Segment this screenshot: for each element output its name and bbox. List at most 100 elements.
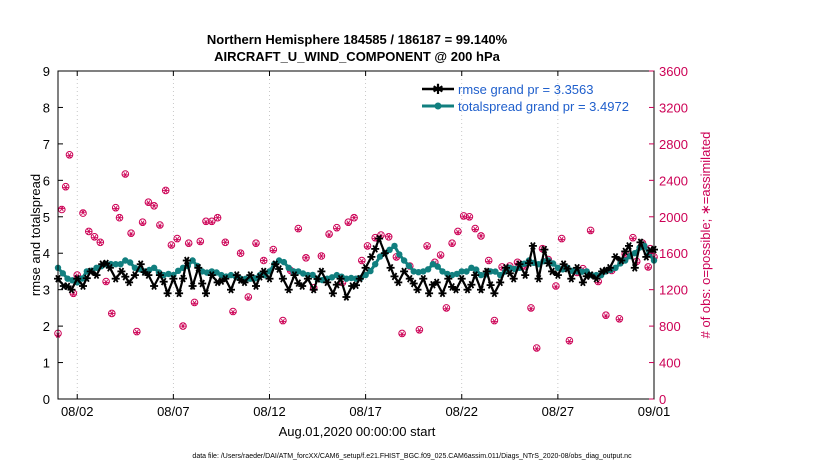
y-left-tick-label: 7 <box>43 137 50 152</box>
obs-possible-point <box>244 293 253 301</box>
x-tick-label: 08/22 <box>445 404 478 419</box>
obs-possible-point <box>302 253 310 262</box>
rmse-point <box>221 274 230 283</box>
rmse-point-stroke <box>507 269 513 278</box>
totalspread-point <box>117 261 124 268</box>
rmse-point <box>390 272 399 281</box>
totalspread-point <box>376 253 384 260</box>
obs-assimilated-point <box>230 309 236 316</box>
rmse-point-stroke <box>247 271 254 280</box>
obs-possible-point <box>138 218 147 226</box>
rmse-point <box>79 282 87 290</box>
obs-possible-point <box>565 336 574 345</box>
y-right-tick-label: 0 <box>659 392 666 407</box>
obs-assimilated-stroke <box>327 232 331 238</box>
rmse-point-stroke <box>458 274 465 283</box>
totalspread-point <box>131 264 139 271</box>
rmse-point-stroke <box>68 285 75 294</box>
rmse-point <box>227 285 235 294</box>
rmse-point-stroke <box>414 285 421 294</box>
rmse-point-stroke <box>526 259 532 268</box>
obs-assimilated-stroke <box>534 346 539 352</box>
rmse-point-stroke <box>299 282 305 290</box>
rmse-point <box>332 280 341 289</box>
obs-possible-point <box>115 213 124 222</box>
obs-assimilated-point <box>58 205 65 212</box>
y-left-tick-label: 3 <box>43 283 50 298</box>
totalspread-point <box>444 270 451 278</box>
obs-assimilated-stroke <box>365 243 370 250</box>
obs-possible-point <box>127 229 135 237</box>
rmse-point-stroke <box>74 274 80 283</box>
y-left-tick-label: 4 <box>43 246 50 261</box>
rmse-point-stroke <box>266 274 273 283</box>
rmse-point <box>179 274 187 283</box>
rmse-point <box>371 244 380 253</box>
obs-assimilated-point <box>80 209 86 216</box>
totalspread-point <box>420 268 427 275</box>
y-right-tick-label: 2400 <box>659 173 688 188</box>
obs-assimilated-point <box>345 220 352 227</box>
obs-possible-point <box>102 277 110 286</box>
rmse-point-stroke <box>137 260 144 269</box>
rmse-point-stroke <box>126 278 132 287</box>
vertical-grid <box>76 71 655 399</box>
rmse-point <box>380 249 389 258</box>
y-right-tick-label: 2800 <box>659 137 688 152</box>
rmse-point-stroke <box>530 242 536 250</box>
rmse-point <box>202 289 210 298</box>
rmse-point-stroke <box>253 282 259 290</box>
obs-assimilated-stroke <box>104 279 108 286</box>
obs-assimilated-point <box>558 236 565 243</box>
rmse-point-stroke <box>228 285 234 294</box>
rmse-point <box>573 263 582 272</box>
rmse-point-stroke <box>64 282 71 291</box>
obs-assimilated-point <box>133 329 140 336</box>
rmse-point <box>155 271 164 280</box>
obs-assimilated-point <box>245 295 252 301</box>
totalspread-point <box>391 242 398 250</box>
obs-assimilated-point <box>162 187 169 194</box>
rmse-point-stroke <box>491 289 498 298</box>
obs-possible-point <box>384 233 393 241</box>
obs-assimilated-point <box>491 318 498 325</box>
rmse-point-stroke <box>272 260 279 269</box>
rmse-series <box>54 234 658 301</box>
obs-possible-point <box>79 209 87 217</box>
obs-assimilated-stroke <box>123 172 128 178</box>
obs-assimilated-stroke <box>198 239 203 246</box>
rmse-point <box>309 285 318 294</box>
rmse-point-stroke <box>334 280 340 289</box>
rmse-point-stroke <box>318 267 325 276</box>
rmse-point-stroke <box>555 271 561 280</box>
rmse-point-stroke <box>391 272 398 281</box>
obs-assimilated-stroke <box>304 254 308 261</box>
rmse-point-stroke <box>285 285 292 294</box>
obs-possible-point <box>317 252 326 260</box>
obs-possible-point <box>333 223 341 232</box>
chart-title-line-1: Northern Hemisphere 184585 / 186187 = 99… <box>207 32 508 47</box>
obs-assimilated-point <box>616 316 623 323</box>
rmse-point <box>630 263 639 272</box>
obs-possible-point <box>454 227 462 236</box>
rmse-point <box>150 282 159 290</box>
rmse-point-stroke <box>237 276 244 284</box>
rmse-point <box>367 252 376 261</box>
obs-assimilated-stroke <box>588 228 593 235</box>
rmse-point-stroke <box>522 271 528 280</box>
rmse-point-stroke <box>535 274 542 283</box>
obs-assimilated-point <box>303 254 309 261</box>
rmse-point <box>82 274 91 283</box>
rmse-point <box>313 275 322 283</box>
obs-assimilated-point <box>472 226 479 233</box>
rmse-point-stroke <box>170 274 177 283</box>
x-tick-label: 08/27 <box>542 404 575 419</box>
rmse-point-stroke <box>107 263 113 272</box>
obs-assimilated-point <box>351 214 358 221</box>
obs-possible-point <box>111 203 120 212</box>
rmse-point-stroke <box>151 282 157 290</box>
rmse-point <box>515 260 524 269</box>
chart-title-line-2: AIRCRAFT_U_WIND_COMPONENT @ 200 hPa <box>214 49 500 64</box>
rmse-point-stroke <box>612 252 619 261</box>
rmse-point <box>482 267 491 276</box>
